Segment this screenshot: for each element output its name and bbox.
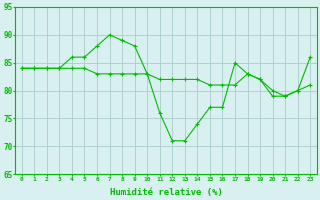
X-axis label: Humidité relative (%): Humidité relative (%) bbox=[109, 188, 222, 197]
